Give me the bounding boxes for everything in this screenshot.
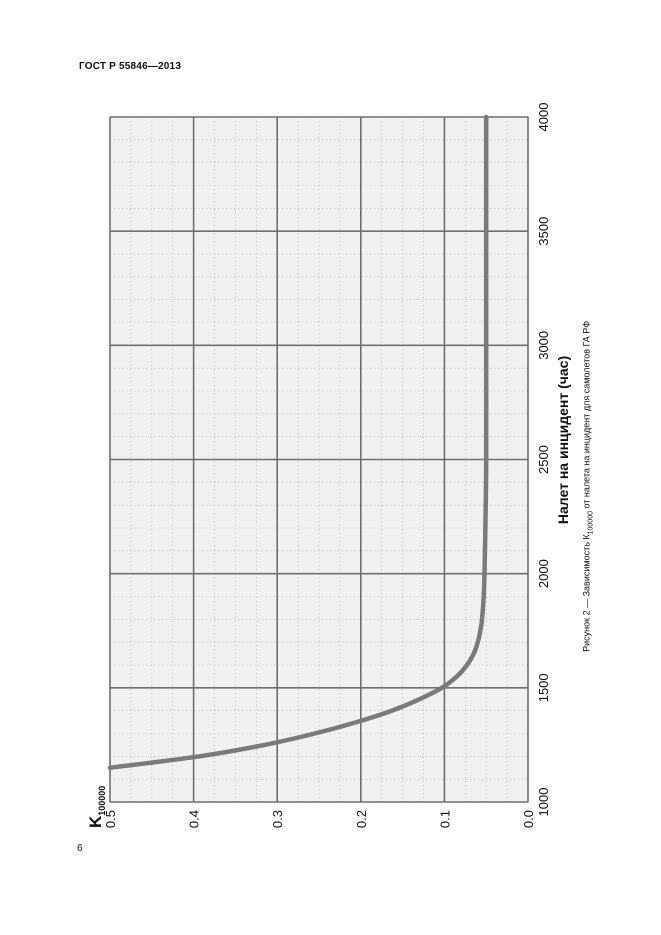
data-point bbox=[456, 675, 458, 678]
data-point bbox=[109, 766, 111, 769]
data-point bbox=[485, 458, 488, 461]
caption-subscript: 100000 bbox=[587, 511, 595, 535]
x-tick-label: 2000 bbox=[536, 559, 551, 588]
x-tick-label: 1500 bbox=[536, 673, 551, 702]
data-point bbox=[418, 698, 421, 701]
data-point bbox=[485, 116, 488, 118]
data-point bbox=[466, 664, 468, 666]
x-tick-label: 3000 bbox=[536, 331, 551, 360]
y-tick-labels: 0.0 0.1 0.2 0.3 0.4 0.5 bbox=[103, 810, 536, 828]
y-tick-label: 0.4 bbox=[187, 810, 202, 828]
data-point bbox=[263, 744, 266, 746]
major-grid bbox=[109, 116, 529, 803]
data-series bbox=[107, 114, 489, 771]
data-point bbox=[441, 687, 443, 689]
data-point bbox=[472, 652, 475, 655]
data-point bbox=[481, 618, 483, 621]
page-number: 6 bbox=[77, 843, 83, 854]
data-point bbox=[482, 595, 485, 598]
data-point bbox=[485, 344, 488, 347]
data-point bbox=[485, 230, 488, 232]
data-point bbox=[314, 732, 316, 735]
x-tick-label: 2500 bbox=[536, 445, 551, 474]
document-header: ГОСТ Р 55846—2013 bbox=[79, 61, 182, 72]
x-axis-title: Налет на инцидент (час) bbox=[555, 356, 571, 524]
data-point bbox=[390, 709, 393, 712]
y-tick-label: 0.5 bbox=[103, 810, 118, 828]
data-point bbox=[477, 641, 479, 643]
data-point bbox=[483, 572, 486, 575]
data-point bbox=[484, 527, 487, 529]
caption-prefix: Рисунок 2 — Зависимость К bbox=[581, 534, 592, 652]
y-axis-title-sub: 100000 bbox=[97, 786, 107, 816]
y-tick-label: 0.0 bbox=[521, 810, 536, 828]
data-point bbox=[479, 629, 482, 632]
y-axis-title: K100000 bbox=[86, 786, 107, 828]
y-tick-label: 0.3 bbox=[270, 810, 285, 828]
series-line bbox=[107, 114, 489, 771]
x-tick-label: 1000 bbox=[536, 788, 551, 817]
data-point bbox=[198, 755, 201, 758]
figure-caption: Рисунок 2 — Зависимость К100000 от налет… bbox=[582, 296, 595, 676]
x-tick-label: 3500 bbox=[536, 217, 551, 246]
caption-suffix: от налета на инцидент для самолетов ГА Р… bbox=[581, 320, 592, 512]
y-tick-label: 0.2 bbox=[354, 810, 369, 828]
x-tick-label: 4000 bbox=[536, 103, 551, 132]
data-point bbox=[355, 721, 358, 723]
x-tick-labels: 1000 1500 2000 2500 3000 3500 4000 bbox=[536, 103, 551, 817]
y-axis-title-main: K bbox=[86, 815, 105, 828]
y-tick-label: 0.1 bbox=[437, 810, 452, 828]
